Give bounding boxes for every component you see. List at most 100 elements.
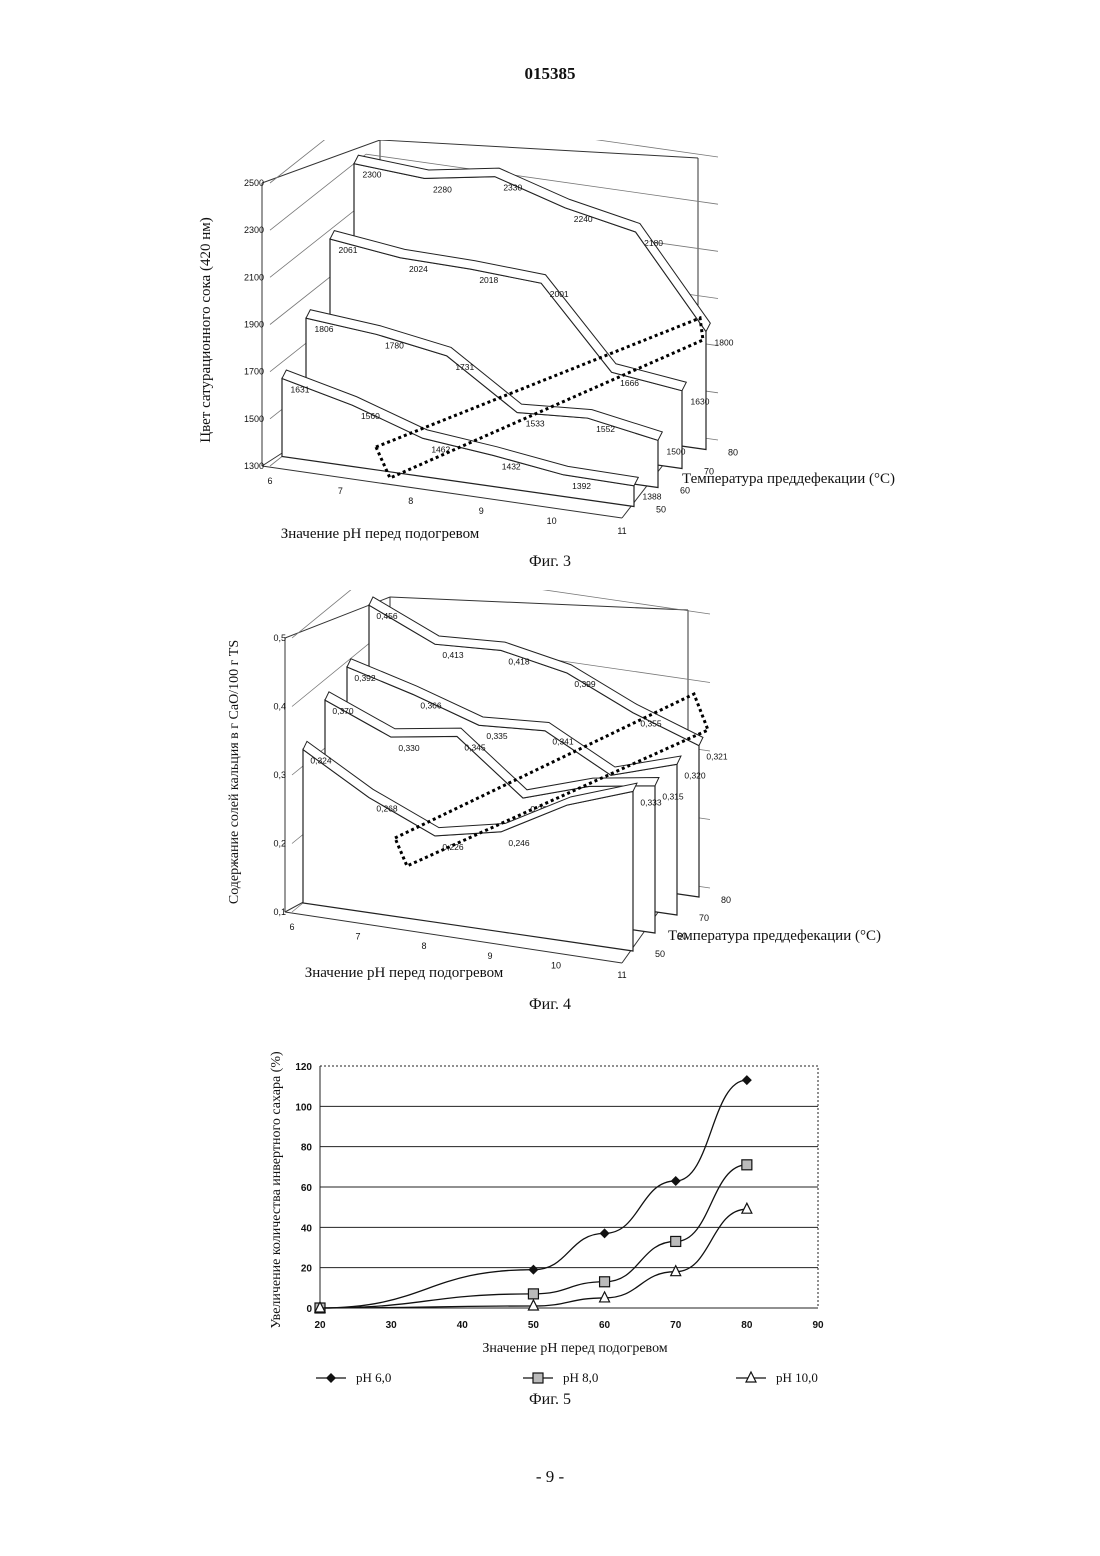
fig4-data-label: 0,268 bbox=[376, 804, 398, 814]
fig3-z-tick-label: 60 bbox=[680, 486, 690, 496]
fig5-x-axis-label: Значение pH перед подогревом bbox=[482, 1341, 667, 1356]
fig5-legend-label: pH 10,0 bbox=[776, 1370, 818, 1385]
fig4-data-label: 0,341 bbox=[552, 737, 574, 747]
fig3-x-axis-label: Значение pH перед подогревом bbox=[281, 526, 480, 542]
fig5-series-square bbox=[315, 1160, 752, 1313]
fig4-y-tick-label: 0,1 bbox=[273, 907, 286, 917]
fig4-data-label: 0,366 bbox=[420, 700, 442, 710]
fig5-y-axis-label: Увеличение количества инвертного сахара … bbox=[269, 1051, 284, 1329]
fig4-y-axis-label: Содержание солей кальция в г CaO/100 г T… bbox=[227, 640, 242, 904]
fig4-y-ticks: 0,10,20,30,40,5 bbox=[273, 633, 286, 917]
figure-3-chart: 2300228023302240218018002061202420182001… bbox=[0, 140, 1100, 550]
fig3-data-label: 1533 bbox=[526, 419, 545, 429]
fig3-data-label: 1780 bbox=[385, 340, 404, 350]
fig4-x-tick-label: 7 bbox=[355, 932, 360, 942]
fig5-y-ticks: 0 20 40 60 80 100 120 bbox=[295, 1062, 312, 1315]
figure-5-caption: Фиг. 5 bbox=[0, 1391, 1100, 1409]
fig5-y-tick-label: 80 bbox=[301, 1143, 313, 1154]
fig5-legend: pH 6,0pH 8,0pH 10,0 bbox=[316, 1370, 818, 1385]
fig4-gridline bbox=[380, 590, 710, 614]
fig5-series-diamond bbox=[315, 1075, 752, 1313]
fig5-x-tick-label: 20 bbox=[314, 1320, 326, 1331]
fig4-data-label: 0,324 bbox=[310, 756, 332, 766]
figure-4-chart: 0,4560,4130,4180,3990,3550,3210,3920,366… bbox=[0, 590, 1100, 990]
fig5-y-tick-label: 20 bbox=[301, 1264, 313, 1275]
fig5-x-tick-label: 80 bbox=[741, 1320, 753, 1331]
fig3-data-label: 1500 bbox=[667, 446, 686, 456]
fig3-y-axis-label: Цвет сатурационного сока (420 нм) bbox=[198, 217, 214, 442]
figure-5-chart: 020406080100120 2030405060708090 pH 6,0p… bbox=[0, 1040, 1100, 1410]
fig3-y-tick-label: 2100 bbox=[244, 272, 264, 282]
fig3-y-tick-label: 1300 bbox=[244, 461, 264, 471]
fig5-marker-triangle bbox=[742, 1203, 752, 1213]
fig5-y-tick-label: 120 bbox=[295, 1062, 312, 1073]
fig3-gridline-side bbox=[270, 140, 366, 183]
fig3-data-label: 2280 bbox=[433, 184, 452, 194]
fig5-marker-square bbox=[742, 1160, 752, 1170]
fig4-x-tick-label: 10 bbox=[551, 960, 561, 970]
fig4-x-axis-label: Значение pH перед подогревом bbox=[305, 965, 504, 981]
fig5-marker-diamond bbox=[326, 1373, 336, 1383]
fig4-data-label: 0,320 bbox=[684, 770, 706, 780]
fig3-data-label: 2024 bbox=[409, 264, 428, 274]
fig3-gridline-side bbox=[270, 154, 366, 230]
fig3-z-tick-label: 80 bbox=[728, 448, 738, 458]
fig5-marker-diamond bbox=[528, 1265, 538, 1275]
fig4-back-top bbox=[390, 597, 688, 610]
fig5-y-tick-label: 60 bbox=[301, 1183, 313, 1194]
fig3-x-tick-label: 11 bbox=[617, 526, 626, 536]
fig5-legend-label: pH 8,0 bbox=[563, 1370, 598, 1385]
fig5-marker-triangle bbox=[746, 1372, 756, 1382]
fig3-data-label: 2330 bbox=[503, 183, 522, 193]
fig4-z-axis-label: Температура преддефекации (°C) bbox=[668, 928, 881, 944]
fig4-y-tick-label: 0,3 bbox=[273, 770, 286, 780]
fig5-gridlines bbox=[320, 1066, 818, 1308]
fig3-back-top bbox=[380, 140, 698, 158]
fig5-marker-triangle bbox=[600, 1292, 610, 1302]
fig5-x-tick-label: 40 bbox=[457, 1320, 469, 1331]
fig4-data-label: 0,418 bbox=[508, 656, 530, 666]
fig5-legend-item-square: pH 8,0 bbox=[523, 1370, 598, 1385]
fig4-data-label: 0,345 bbox=[464, 742, 486, 752]
fig5-series-line bbox=[320, 1165, 747, 1308]
fig5-x-tick-label: 30 bbox=[386, 1320, 398, 1331]
fig4-x-tick-label: 11 bbox=[617, 970, 626, 980]
fig4-data-label: 0,392 bbox=[354, 673, 376, 683]
fig4-y-tick-label: 0,4 bbox=[273, 702, 286, 712]
fig4-data-label: 0,355 bbox=[640, 719, 662, 729]
fig4-data-label: 0,413 bbox=[442, 650, 464, 660]
fig3-data-label: 1392 bbox=[572, 481, 591, 491]
fig3-data-label: 2001 bbox=[550, 289, 569, 299]
fig3-data-label: 1806 bbox=[315, 324, 334, 334]
fig3-y-ticks: 1300150017001900210023002500 bbox=[244, 178, 264, 471]
fig3-data-label: 1432 bbox=[502, 461, 521, 471]
fig4-ribbons: 0,4560,4130,4180,3990,3550,3210,3920,366… bbox=[303, 597, 728, 951]
fig5-marker-square bbox=[533, 1373, 543, 1383]
fig4-data-label: 0,246 bbox=[508, 838, 530, 848]
fig3-y-tick-label: 1900 bbox=[244, 320, 264, 330]
fig5-series bbox=[315, 1075, 752, 1313]
fig4-z-tick-label: 50 bbox=[655, 949, 665, 959]
fig4-data-label: 0,321 bbox=[706, 752, 728, 762]
fig5-y-tick-label: 0 bbox=[306, 1304, 312, 1315]
fig4-data-label: 0,315 bbox=[662, 792, 684, 802]
fig4-x-tick-label: 9 bbox=[487, 951, 492, 961]
fig4-x-tick-label: 8 bbox=[421, 941, 426, 951]
fig3-y-tick-label: 1500 bbox=[244, 414, 264, 424]
fig5-marker-square bbox=[528, 1289, 538, 1299]
fig5-marker-diamond bbox=[600, 1228, 610, 1238]
fig4-data-label: 0,333 bbox=[640, 797, 662, 807]
fig3-x-tick-label: 8 bbox=[408, 496, 413, 506]
fig5-x-tick-label: 60 bbox=[599, 1320, 611, 1331]
fig4-y-tick-label: 0,2 bbox=[273, 839, 286, 849]
fig4-data-label: 0,335 bbox=[486, 731, 508, 741]
fig3-data-label: 1731 bbox=[455, 362, 474, 372]
fig5-x-tick-label: 70 bbox=[670, 1320, 682, 1331]
document-number: 015385 bbox=[0, 64, 1100, 84]
figure-4-caption: Фиг. 4 bbox=[0, 996, 1100, 1014]
fig5-marker-square bbox=[600, 1277, 610, 1287]
fig5-y-tick-label: 100 bbox=[295, 1102, 312, 1113]
fig5-y-tick-label: 40 bbox=[301, 1223, 313, 1234]
fig5-x-tick-label: 90 bbox=[812, 1320, 824, 1331]
fig3-data-label: 1560 bbox=[361, 411, 380, 421]
